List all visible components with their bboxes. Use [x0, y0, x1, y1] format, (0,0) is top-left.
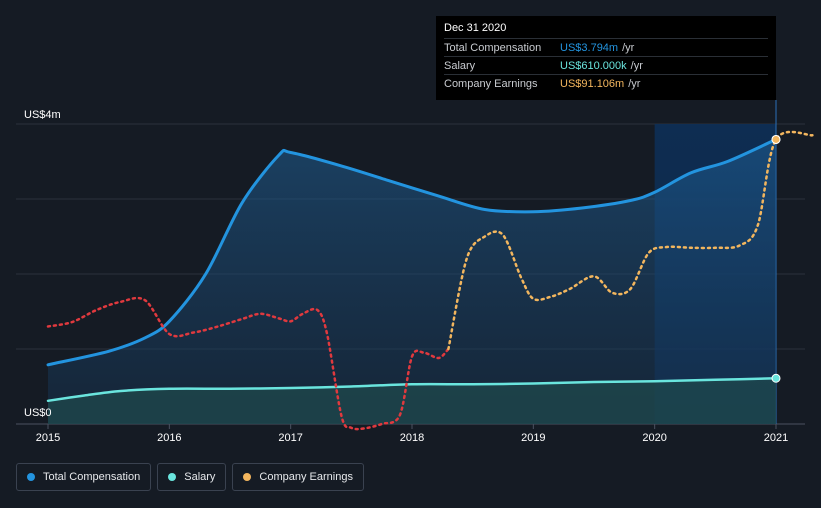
salary-line [46, 377, 778, 403]
x-tick-label: 2020 [642, 432, 666, 444]
x-tick-label: 2021 [764, 432, 788, 444]
legend-label: Company Earnings [259, 471, 353, 483]
company-earnings-marker [771, 134, 781, 144]
legend-dot-icon [243, 473, 252, 481]
legend-label: Total Compensation [43, 471, 141, 483]
tooltip-label: Salary [444, 59, 476, 72]
tooltip-value: US$91.106m [560, 77, 625, 90]
legend-item-company-earnings[interactable]: Company Earnings [232, 463, 364, 491]
axis-labels: US$4m US$0 2015 2016 2017 2018 2019 2020 2021 [24, 109, 788, 444]
legend-item-total-compensation[interactable]: Total Compensation [16, 463, 152, 491]
legend-label: Salary [184, 471, 216, 483]
tooltip-label: Total Compensation [444, 41, 542, 54]
total-compensation-area [48, 139, 776, 424]
hover-tooltip: Dec 31 2020 Total Compensation US$3.794m… [436, 16, 776, 100]
legend-item-salary[interactable]: Salary [157, 463, 227, 491]
tooltip-row-salary: Salary US$610.000k /yr [444, 56, 768, 74]
company-earnings-line-negative [46, 296, 450, 431]
tooltip-unit: /yr [622, 41, 635, 54]
x-tick-label: 2019 [521, 432, 545, 444]
tooltip-row-company-earnings: Company Earnings US$91.106m /yr [444, 74, 768, 92]
tooltip-date: Dec 31 2020 [444, 22, 507, 34]
tooltip-label: Company Earnings [444, 77, 538, 90]
y-axis-label-max: US$4m [24, 109, 61, 121]
y-axis-label-min: US$0 [24, 407, 52, 419]
x-tick-label: 2016 [157, 432, 181, 444]
series-markers [771, 134, 781, 383]
tooltip-unit: /yr [630, 59, 643, 72]
tooltip-unit: /yr [628, 77, 641, 90]
salary-marker [771, 373, 781, 383]
x-tick-label: 2017 [278, 432, 302, 444]
tooltip-value: US$3.794m [560, 41, 619, 54]
tooltip-value: US$610.000k [560, 59, 627, 72]
x-tick-label: 2015 [36, 432, 60, 444]
tooltip-row-total-compensation: Total Compensation US$3.794m /yr [444, 38, 768, 56]
total-compensation-line [46, 137, 778, 367]
chart-area: US$4m US$0 2015 2016 2017 2018 2019 2020 2021 [16, 100, 814, 444]
company-earnings-line [447, 130, 814, 351]
legend-dot-icon [27, 473, 35, 481]
chart-legend: Total Compensation Salary Company Earnin… [16, 463, 364, 491]
x-tick-label: 2018 [400, 432, 424, 444]
legend-dot-icon [168, 473, 177, 481]
series-lines [46, 130, 814, 431]
